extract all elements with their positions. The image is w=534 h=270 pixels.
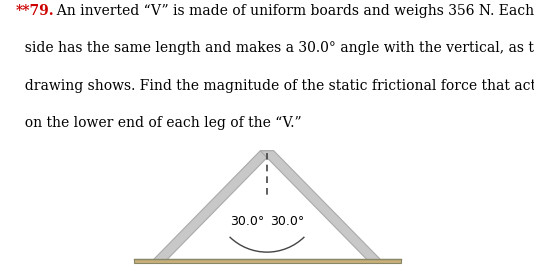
Text: side has the same length and makes a 30.0° angle with the vertical, as the: side has the same length and makes a 30.…: [16, 42, 534, 56]
FancyArrow shape: [134, 259, 400, 263]
Text: 30.0°: 30.0°: [230, 215, 264, 228]
Polygon shape: [154, 151, 273, 260]
Text: on the lower end of each leg of the “V.”: on the lower end of each leg of the “V.”: [16, 116, 302, 130]
Text: **79.: **79.: [16, 4, 54, 18]
Text: 30.0°: 30.0°: [270, 215, 304, 228]
Polygon shape: [261, 151, 380, 260]
Text: An inverted “V” is made of uniform boards and weighs 356 N. Each: An inverted “V” is made of uniform board…: [49, 4, 534, 18]
Text: drawing shows. Find the magnitude of the static frictional force that acts: drawing shows. Find the magnitude of the…: [16, 79, 534, 93]
